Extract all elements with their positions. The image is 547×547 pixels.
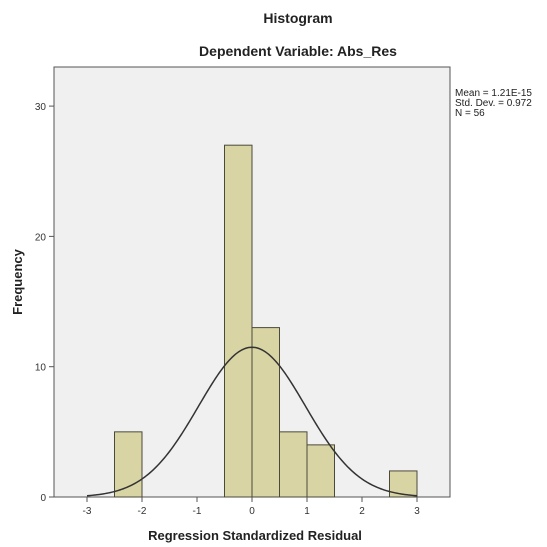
x-tick-label: -3 — [83, 506, 92, 517]
histogram-bar-5 — [306, 444, 335, 498]
chart-subtitle: Dependent Variable: Abs_Res — [199, 43, 397, 59]
y-tick-label: 30 — [35, 102, 47, 113]
histogram-bar-4 — [279, 431, 308, 498]
normal-curve — [86, 346, 418, 497]
x-axis-label: Regression Standardized Residual — [148, 528, 362, 543]
x-tick-label: 1 — [304, 506, 310, 517]
chart-title: Histogram — [263, 10, 332, 26]
x-tick-label: -2 — [138, 506, 147, 517]
y-axis-label: Frequency — [10, 248, 25, 315]
x-tick-label: 2 — [359, 506, 365, 517]
stats-line: Std. Dev. = 0.972 — [455, 98, 532, 109]
x-tick-label: 3 — [414, 506, 420, 517]
x-tick-label: 0 — [249, 506, 255, 517]
y-tick-label: 0 — [40, 493, 46, 504]
stats-line: Mean = 1.21E-15 — [455, 88, 532, 99]
y-tick-label: 20 — [35, 232, 47, 243]
y-tick-label: 10 — [35, 363, 47, 374]
stats-line: N = 56 — [455, 108, 485, 119]
x-tick-label: -1 — [193, 506, 202, 517]
histogram-bar-3 — [251, 327, 280, 498]
histogram-bar-2 — [224, 144, 253, 498]
